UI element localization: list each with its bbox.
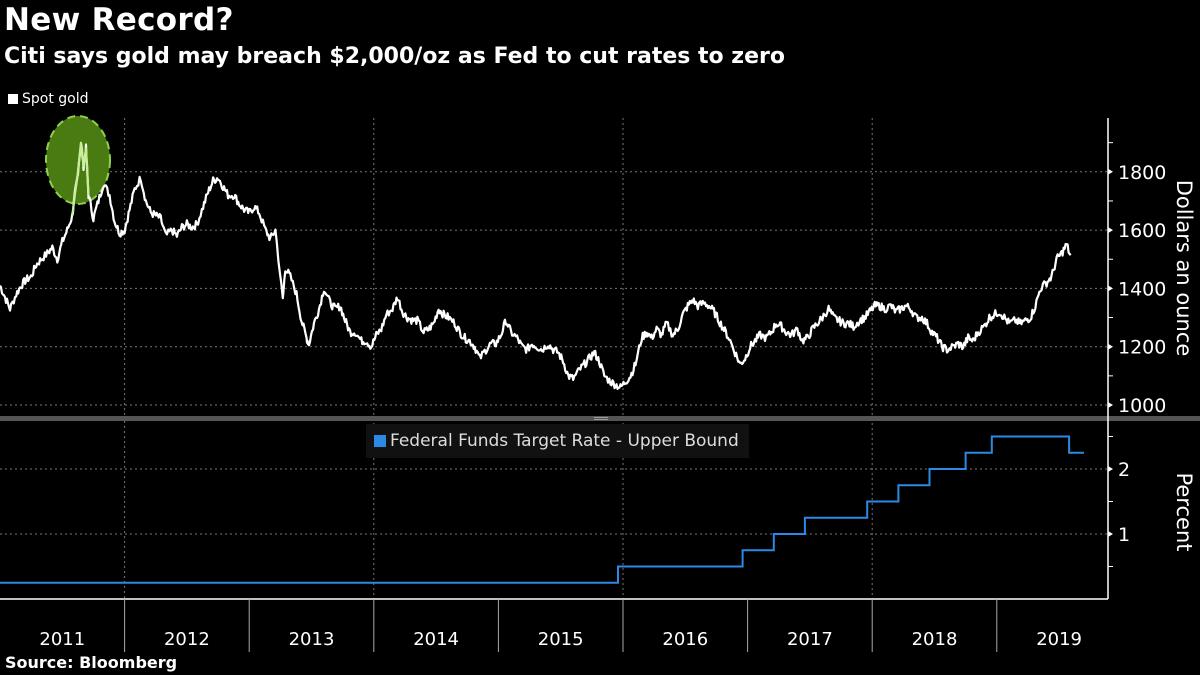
gold-price-line-highlighted xyxy=(71,141,90,216)
legend-label: Spot gold xyxy=(22,91,89,107)
gold-y-tick-marker xyxy=(1108,402,1113,408)
divider-handle-line xyxy=(594,419,608,420)
axes xyxy=(0,118,1113,652)
x-tick-label: 2018 xyxy=(912,629,958,650)
gold-y-tick-marker xyxy=(1108,285,1113,292)
x-tick-label: 2017 xyxy=(787,629,833,650)
gold-y-axis-label: Dollars an ounce xyxy=(1172,180,1196,357)
gold-y-tick-label: 1800 xyxy=(1118,162,1166,184)
x-tick-label: 2015 xyxy=(538,629,584,650)
gold-price-line xyxy=(0,142,1072,390)
gold-y-tick-marker xyxy=(1108,227,1113,234)
fed-y-tick-marker xyxy=(1108,531,1113,537)
chart-title: New Record? xyxy=(4,2,234,38)
fed-y-tick-label: 2 xyxy=(1118,459,1130,481)
x-tick-label: 2013 xyxy=(289,629,335,650)
legend-fed-funds: Federal Funds Target Rate - Upper Bound xyxy=(366,424,749,458)
fed-y-tick-label: 1 xyxy=(1118,524,1130,546)
divider-handle[interactable] xyxy=(594,417,608,418)
gold-y-tick-label: 1000 xyxy=(1118,395,1166,417)
x-tick-label: 2016 xyxy=(662,629,708,650)
source-note: Source: Bloomberg xyxy=(5,653,178,672)
gold-y-tick-label: 1200 xyxy=(1118,337,1166,359)
legend-swatch-white xyxy=(8,94,18,104)
x-tick-label: 2011 xyxy=(39,629,85,650)
x-tick-label: 2019 xyxy=(1036,629,1082,650)
chart-subtitle: Citi says gold may breach $2,000/oz as F… xyxy=(4,44,785,69)
gold-y-tick-marker xyxy=(1108,343,1113,350)
fed-y-axis-label: Percent xyxy=(1172,472,1196,551)
legend-label: Federal Funds Target Rate - Upper Bound xyxy=(390,431,739,451)
x-tick-label: 2014 xyxy=(413,629,459,650)
fed-y-tick-marker xyxy=(1108,466,1113,472)
gold-y-tick-label: 1600 xyxy=(1118,220,1166,242)
gold-y-tick-marker xyxy=(1108,168,1113,175)
gold-y-tick-label: 1400 xyxy=(1118,278,1166,300)
fed-rate-step-line xyxy=(0,435,1084,584)
x-tick-label: 2012 xyxy=(164,629,210,650)
tick-labels: 1000 1200 1400 1600 1800 1 2 2011 2012 2013 2014 20… xyxy=(39,162,1166,650)
legend-swatch-blue xyxy=(374,435,386,447)
peak-highlight-ellipse xyxy=(45,115,111,205)
panel-divider[interactable] xyxy=(0,416,1200,421)
legend-spot-gold: Spot gold xyxy=(8,91,89,107)
gridlines xyxy=(0,118,1108,599)
